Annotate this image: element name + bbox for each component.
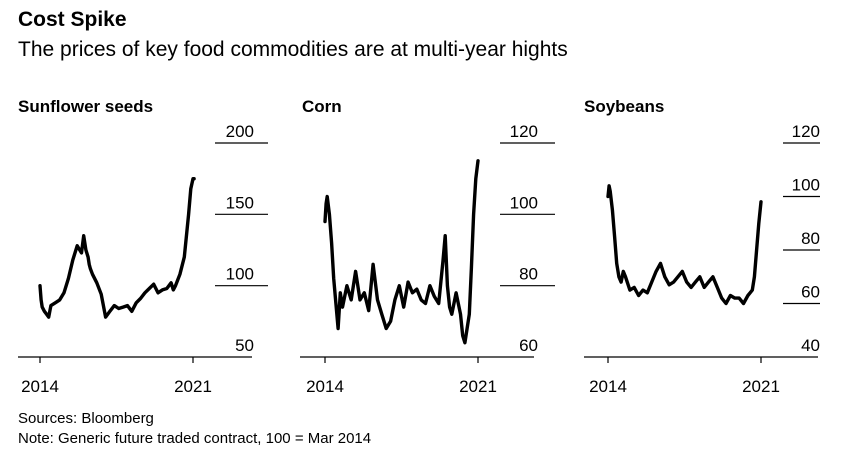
panel-title: Corn [302,97,342,116]
y-tick-label: 200 [226,122,254,141]
x-tick-label: 2021 [174,377,212,396]
y-tick-label: 60 [801,283,820,302]
y-tick-label: 100 [792,176,820,195]
chart-title: Cost Spike [18,8,127,31]
x-tick-label: 2021 [742,377,780,396]
series-line [38,177,196,319]
y-tick-label: 80 [519,265,538,284]
x-tick-label: 2014 [21,377,59,396]
x-tick-label: 2014 [306,377,344,396]
y-tick-label: 120 [792,122,820,141]
sources-note: Sources: Bloomberg [18,410,154,427]
y-tick-label: 100 [510,193,538,212]
y-tick-label: 40 [801,336,820,355]
y-tick-label: 80 [801,229,820,248]
x-tick-label: 2021 [459,377,497,396]
series-line [606,184,763,306]
y-tick-label: 120 [510,122,538,141]
chart-subtitle: The prices of key food commodities are a… [18,38,568,61]
y-tick-label: 60 [519,336,538,355]
panel-title: Soybeans [584,97,664,116]
methodology-note: Note: Generic future traded contract, 10… [18,430,372,447]
panel-title: Sunflower seeds [18,97,153,116]
y-tick-label: 50 [235,336,254,355]
y-tick-label: 100 [226,265,254,284]
x-tick-label: 2014 [589,377,627,396]
y-tick-label: 150 [226,193,254,212]
series-line [323,159,480,345]
